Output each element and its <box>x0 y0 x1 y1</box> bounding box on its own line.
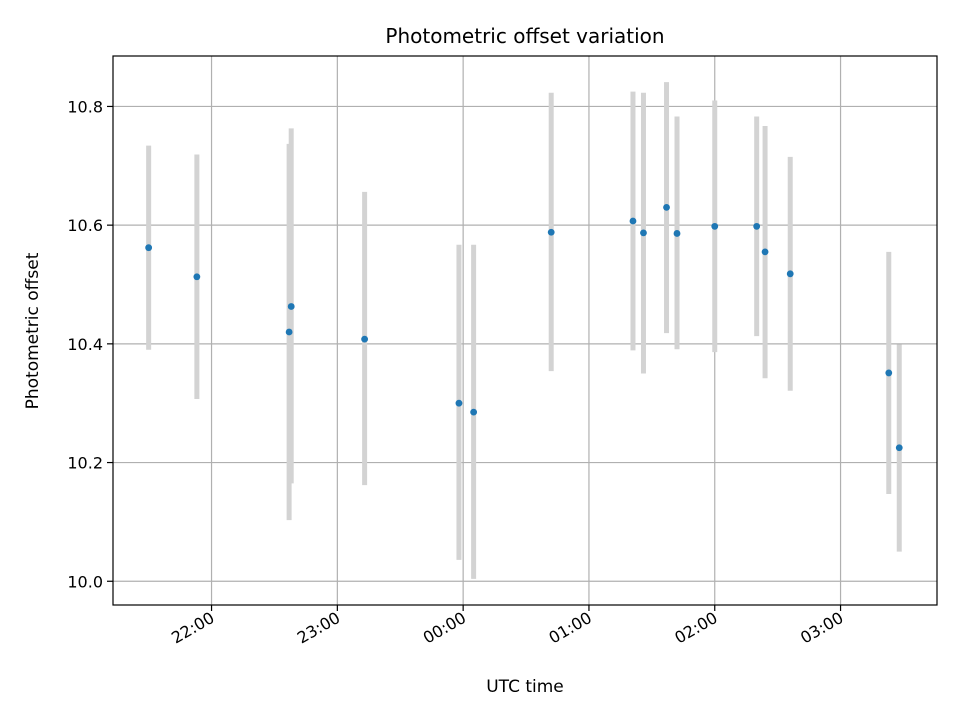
y-tick-label: 10.0 <box>67 572 103 591</box>
data-point <box>673 230 681 237</box>
data-point <box>711 222 719 230</box>
data-point <box>455 399 463 407</box>
data-point <box>629 217 637 225</box>
data-point <box>470 408 478 416</box>
data-point <box>640 229 647 237</box>
data-point <box>285 328 293 336</box>
y-tick-label: 10.4 <box>67 335 103 354</box>
data-point <box>361 335 369 343</box>
data-point <box>753 222 761 230</box>
data-point <box>193 273 201 281</box>
data-point <box>287 303 295 310</box>
data-point <box>663 203 670 211</box>
data-points <box>145 203 903 452</box>
y-tick-label: 10.8 <box>67 97 103 116</box>
data-point <box>895 444 903 452</box>
data-point <box>786 270 794 278</box>
data-point <box>761 248 769 256</box>
y-tick-label: 10.2 <box>67 454 103 473</box>
y-tick-label: 10.6 <box>67 216 103 235</box>
data-point <box>547 228 555 236</box>
x-axis-title: UTC time <box>486 677 564 697</box>
data-point <box>885 369 893 377</box>
data-point <box>145 244 153 252</box>
y-axis-title: Photometric offset <box>23 252 43 409</box>
plot-frame <box>112 55 938 606</box>
chart-title: Photometric offset variation <box>385 24 664 48</box>
